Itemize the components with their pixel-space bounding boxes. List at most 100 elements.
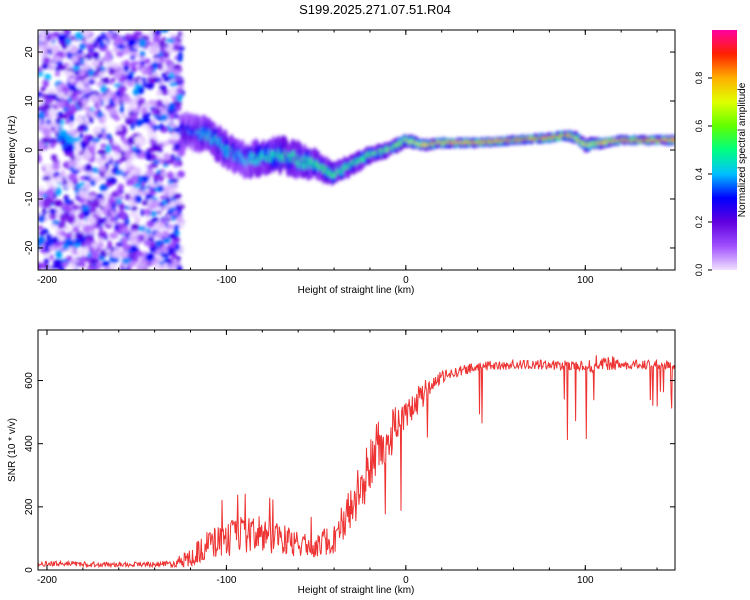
noise-blob bbox=[147, 100, 158, 105]
noise-blob bbox=[44, 73, 52, 81]
noise-blob bbox=[91, 59, 99, 68]
noise-blob bbox=[64, 233, 73, 239]
noise-blob bbox=[133, 183, 142, 189]
noise-blob bbox=[68, 247, 74, 253]
noise-blob bbox=[143, 239, 152, 246]
noise-blob bbox=[105, 144, 112, 154]
noise-blob bbox=[99, 165, 107, 172]
noise-blob bbox=[97, 231, 108, 239]
noise-blob bbox=[68, 114, 75, 123]
noise-blob bbox=[158, 62, 163, 71]
noise-blob bbox=[167, 188, 176, 196]
noise-blob bbox=[154, 240, 165, 245]
noise-blob bbox=[168, 264, 177, 270]
noise-blob bbox=[54, 176, 63, 184]
noise-blob bbox=[79, 69, 86, 77]
noise-blob bbox=[79, 123, 87, 129]
noise-blob bbox=[159, 195, 167, 200]
noise-blob bbox=[132, 88, 139, 97]
noise-blob bbox=[84, 58, 89, 67]
noise-blob bbox=[97, 241, 104, 250]
noise-blob bbox=[161, 72, 167, 79]
x-tick-label: 0 bbox=[403, 575, 409, 586]
noise-blob bbox=[167, 258, 172, 263]
snr-ylabel: SNR (10 * v/v) bbox=[7, 418, 18, 482]
noise-blob bbox=[116, 39, 126, 45]
noise-blob bbox=[127, 38, 138, 47]
noise-blob bbox=[51, 236, 59, 244]
noise-blob bbox=[118, 202, 125, 211]
noise-blob bbox=[69, 166, 76, 171]
noise-blob bbox=[141, 200, 150, 206]
noise-blob bbox=[160, 30, 170, 33]
noise-blob bbox=[46, 188, 55, 197]
noise-blob bbox=[150, 218, 159, 223]
noise-blob bbox=[71, 104, 76, 111]
noise-blob bbox=[140, 191, 147, 196]
spectrogram-ylabel: Frequency (Hz) bbox=[7, 116, 18, 185]
noise-blob bbox=[85, 37, 94, 44]
noise-blob bbox=[134, 118, 144, 127]
noise-blob bbox=[121, 95, 131, 102]
noise-blob bbox=[80, 181, 85, 187]
colorbar-tick-label: 0.8 bbox=[694, 72, 704, 85]
noise-blob bbox=[43, 196, 54, 204]
noise-blob bbox=[119, 195, 125, 200]
noise-blob bbox=[156, 109, 161, 115]
noise-blob bbox=[166, 196, 171, 205]
snr-xlabel: Height of straight line (km) bbox=[298, 585, 415, 596]
noise-blob bbox=[125, 193, 130, 201]
spectrogram-xlabel: Height of straight line (km) bbox=[298, 285, 415, 296]
noise-blob bbox=[48, 212, 57, 220]
noise-blob bbox=[74, 232, 85, 239]
noise-blob bbox=[98, 60, 104, 67]
noise-blob bbox=[122, 259, 131, 265]
noise-blob bbox=[156, 206, 163, 212]
noise-blob bbox=[58, 64, 67, 71]
noise-blob bbox=[130, 122, 135, 130]
noise-blob bbox=[90, 94, 99, 103]
noise-blob bbox=[178, 204, 185, 209]
noise-blob bbox=[72, 96, 82, 102]
noise-blob bbox=[82, 30, 92, 37]
noise-blob bbox=[134, 251, 144, 258]
noise-blob bbox=[91, 266, 98, 270]
noise-blob bbox=[52, 56, 62, 62]
noise-blob bbox=[131, 231, 140, 237]
noise-blob bbox=[160, 171, 166, 177]
noise-blob bbox=[155, 43, 160, 48]
noise-blob bbox=[40, 30, 46, 37]
snr-marks bbox=[38, 355, 675, 569]
noise-blob bbox=[120, 213, 127, 220]
noise-blob bbox=[51, 162, 61, 171]
y-tick-label: 20 bbox=[24, 46, 35, 58]
noise-blob bbox=[111, 202, 116, 212]
noise-blob bbox=[178, 84, 184, 90]
noise-blob bbox=[138, 38, 147, 48]
noise-blob bbox=[169, 81, 177, 87]
noise-blob bbox=[161, 245, 166, 254]
noise-blob bbox=[127, 136, 136, 145]
colorbar: 0.0 0.2 0.4 0.6 0.8 Normalized spectral ampl… bbox=[694, 30, 748, 276]
noise-blob bbox=[147, 164, 153, 170]
noise-blob bbox=[58, 99, 66, 109]
noise-blob bbox=[174, 199, 184, 205]
noise-blob bbox=[159, 56, 165, 63]
noise-blob bbox=[117, 183, 125, 191]
noise-blob bbox=[50, 45, 61, 52]
noise-blob bbox=[173, 159, 179, 168]
noise-blob bbox=[112, 94, 118, 102]
noise-blob bbox=[129, 188, 136, 198]
noise-blob bbox=[110, 144, 117, 151]
noise-blob bbox=[109, 232, 119, 239]
noise-blob bbox=[118, 223, 125, 229]
noise-blob bbox=[145, 188, 150, 194]
noise-blob bbox=[70, 258, 81, 264]
noise-blob bbox=[162, 160, 173, 165]
noise-blob bbox=[67, 173, 78, 182]
noise-blob bbox=[42, 175, 51, 181]
noise-blob bbox=[109, 193, 114, 203]
x-tick-label: 100 bbox=[577, 575, 594, 586]
noise-blob bbox=[74, 32, 85, 41]
